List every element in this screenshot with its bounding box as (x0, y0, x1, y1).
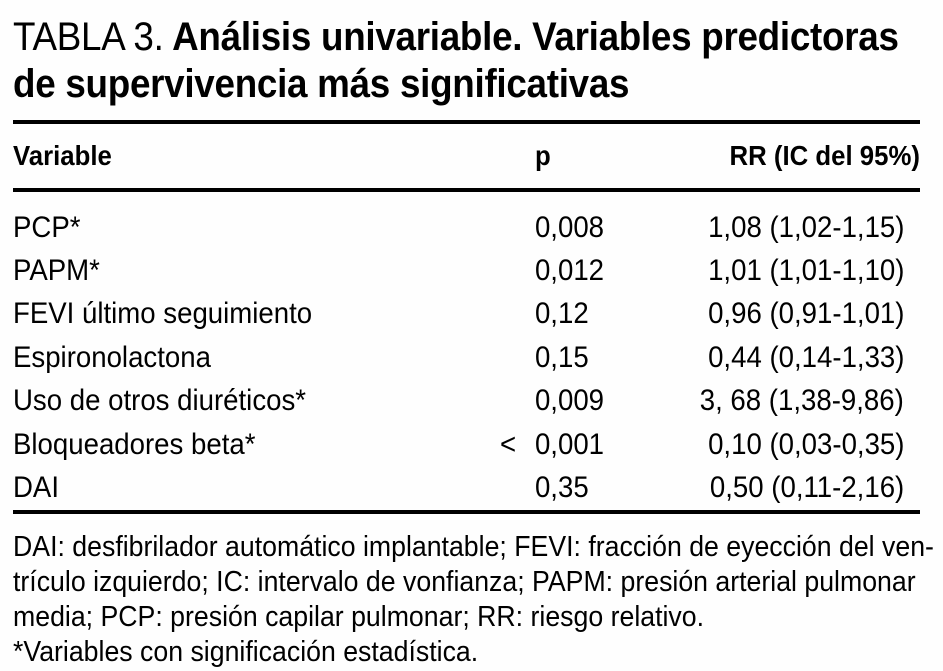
p-prefix: < (500, 427, 517, 461)
table-header-row: Variable p RR (IC del 95%) (13, 124, 920, 188)
p-value-cell: 0,012 (500, 254, 615, 288)
p-value: 0,35 (534, 471, 589, 505)
variable-cell: Espironolactona (13, 340, 211, 374)
p-value-cell: 0,008 (500, 211, 615, 245)
p-value-cell: 0,009 (500, 384, 615, 418)
variable-cell: DAI (13, 471, 60, 505)
table-row: Espironolactona 0,15 0,44 (0,14-1,33) (13, 336, 920, 379)
rr-cell: 1,08 (1,02-1,15) (707, 210, 904, 244)
p-value: 0,001 (534, 427, 605, 461)
p-value-cell: 0,35 (500, 471, 615, 505)
p-value-cell: 0,15 (500, 341, 615, 375)
table-number-label: TABLA 3. (13, 15, 164, 59)
table-title-line1: TABLA 3. Análisis univariable. Variables… (13, 14, 920, 61)
rr-cell: 0,10 (0,03-0,35) (707, 427, 904, 461)
variable-cell: PAPM* (13, 254, 100, 288)
rr-cell: 0,44 (0,14-1,33) (707, 340, 904, 374)
top-rule (13, 120, 920, 124)
rr-cell: 3, 68 (1,38-9,86) (699, 384, 904, 418)
bottom-rule (13, 509, 920, 514)
column-header-variable: Variable (13, 140, 112, 171)
variable-cell: PCP* (13, 210, 81, 244)
table-row: Uso de otros diuréticos* 0,009 3, 68 (1,… (13, 380, 920, 423)
abbreviations-note-line3: media; PCP: presión capilar pulmonar; RR… (13, 600, 705, 633)
variable-cell: Uso de otros diuréticos* (13, 384, 307, 418)
table-row: Bloqueadores beta* <0,001 0,10 (0,03-0,3… (13, 423, 920, 466)
column-header-p: p (534, 140, 551, 171)
header-rule (13, 188, 920, 192)
p-value: 0,15 (534, 340, 589, 374)
abbreviations-note-line2: trículo izquierdo; IC: intervalo de vonf… (13, 565, 916, 598)
rr-cell: 1,01 (1,01-1,10) (707, 254, 904, 288)
table-row: FEVI último seguimiento 0,12 0,96 (0,91-… (13, 293, 920, 336)
p-value: 0,009 (534, 384, 605, 418)
rr-cell: 0,96 (0,91-1,01) (707, 297, 904, 331)
table-footnotes: DAI: desfibrilador automático implantabl… (13, 530, 934, 670)
column-header-rr: RR (IC del 95%) (729, 140, 920, 171)
table-row: PCP* 0,008 1,08 (1,02-1,15) (13, 206, 920, 249)
table-body: PCP* 0,008 1,08 (1,02-1,15) PAPM* 0,012 … (13, 192, 920, 510)
rr-cell: 0,50 (0,11-2,16) (709, 471, 904, 505)
p-value: 0,012 (534, 254, 605, 288)
table-title-text-line1: Análisis univariable. Variables predicto… (172, 15, 899, 59)
table-title: TABLA 3. Análisis univariable. Variables… (13, 14, 920, 108)
variable-cell: FEVI último seguimiento (13, 297, 313, 331)
p-value: 0,008 (534, 210, 605, 244)
table-row: PAPM* 0,012 1,01 (1,01-1,10) (13, 249, 920, 292)
table-title-text-line2: de supervivencia más significativas (13, 62, 630, 106)
variable-cell: Bloqueadores beta* (13, 427, 256, 461)
p-value-cell: <0,001 (500, 428, 615, 462)
significance-note: *Variables con significación estadística… (13, 635, 479, 668)
abbreviations-note-line1: DAI: desfibrilador automático implantabl… (13, 530, 934, 563)
p-value: 0,12 (534, 297, 589, 331)
table-row: DAI 0,35 0,50 (0,11-2,16) (13, 466, 920, 509)
table-title-line2: de supervivencia más significativas (13, 61, 920, 108)
p-value-cell: 0,12 (500, 297, 615, 331)
